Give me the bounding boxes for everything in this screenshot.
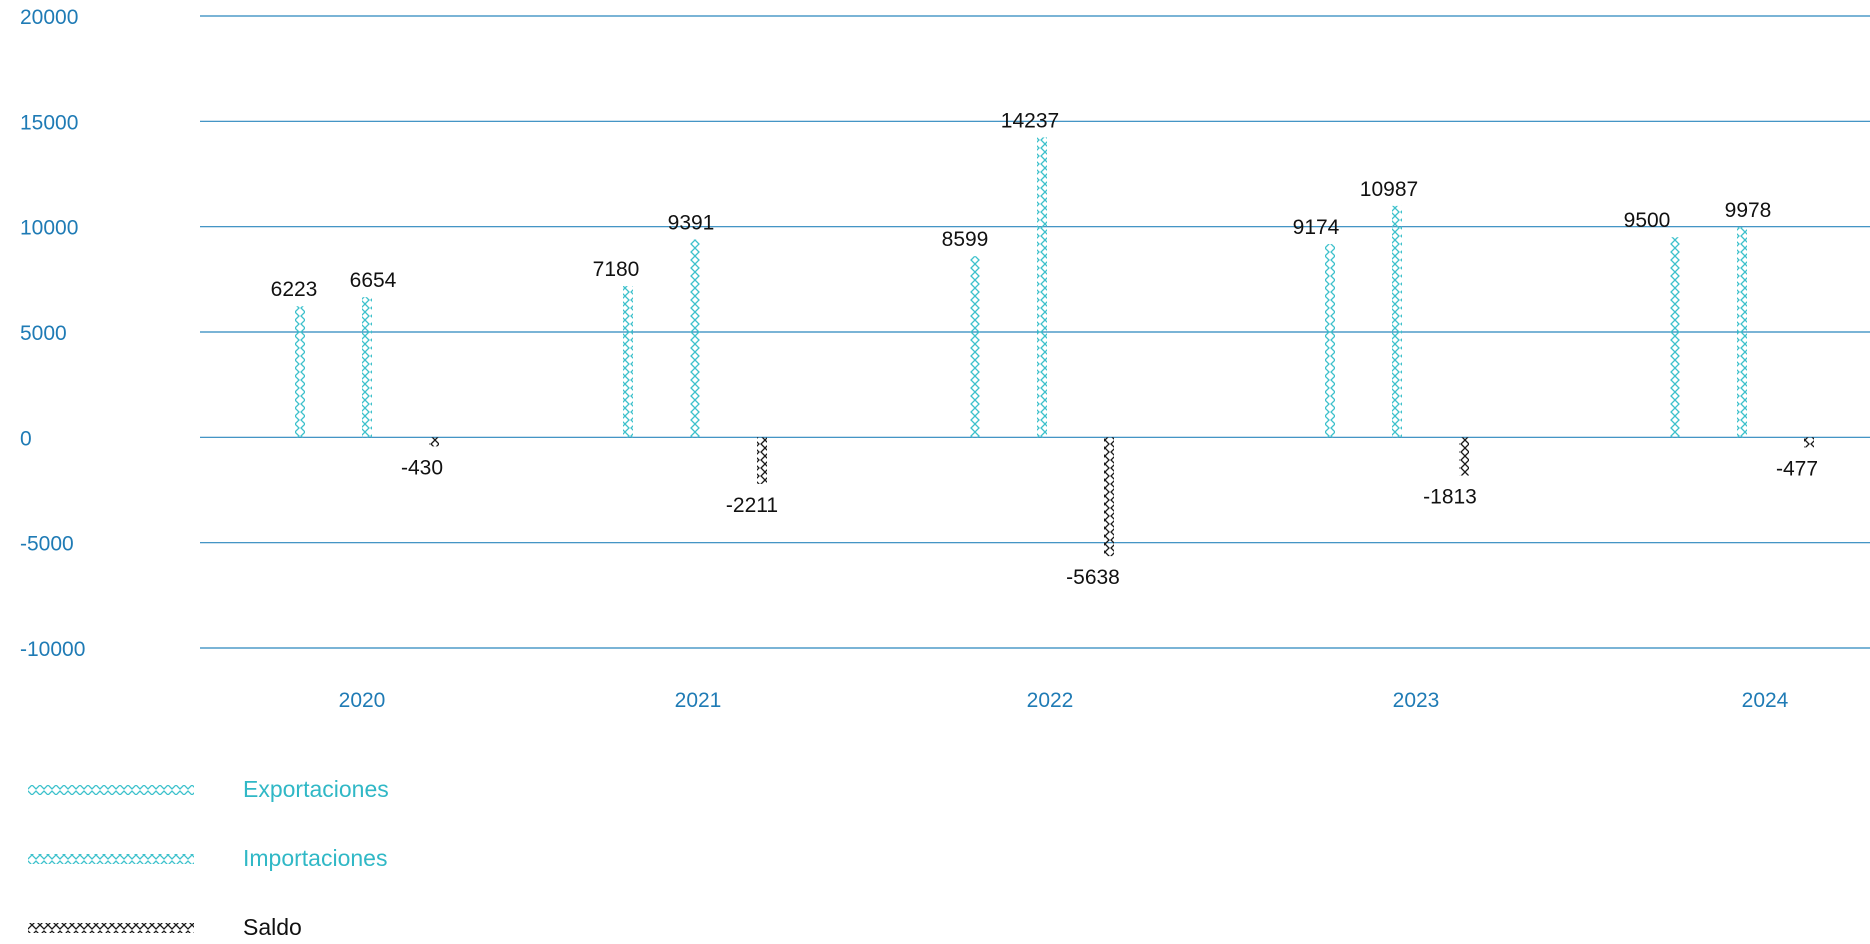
y-tick-label: -5000 [20, 533, 74, 556]
data-label: -2211 [726, 494, 778, 517]
bar-exportaciones [1325, 244, 1335, 438]
data-label: 10987 [1360, 178, 1418, 201]
bar-importaciones [1392, 205, 1402, 438]
y-tick-label: 15000 [20, 111, 78, 134]
data-label: -430 [401, 456, 443, 479]
y-tick-label: 5000 [20, 322, 67, 345]
data-label: 9391 [668, 211, 715, 234]
bar-exportaciones [970, 256, 980, 438]
gridlines [200, 15, 1870, 649]
data-label: 9174 [1293, 216, 1340, 239]
y-tick-label: -10000 [20, 638, 85, 661]
bar-exportaciones [1670, 237, 1680, 438]
bar-saldo [429, 437, 439, 447]
bar-saldo [1459, 437, 1469, 476]
data-label: -5638 [1066, 566, 1120, 589]
y-axis-ticks: 20000 15000 10000 5000 0 -5000 -10000 [20, 6, 85, 661]
legend-swatch-saldo [28, 923, 194, 933]
bar-exportaciones [295, 306, 305, 438]
x-tick-label: 2021 [675, 689, 722, 712]
y-tick-label: 20000 [20, 6, 78, 29]
data-label: 14237 [1001, 109, 1059, 132]
x-tick-label: 2023 [1393, 689, 1440, 712]
data-label: 7180 [593, 258, 640, 281]
bar-saldo [1104, 437, 1114, 557]
legend: Exportaciones Importaciones Saldo [28, 776, 389, 940]
x-tick-label: 2020 [339, 689, 386, 712]
bar-saldo [1804, 437, 1814, 448]
data-label: -477 [1776, 457, 1818, 480]
data-label: 8599 [942, 228, 989, 251]
bar-exportaciones [623, 286, 633, 438]
data-label: 9978 [1725, 199, 1772, 222]
legend-label: Exportaciones [243, 776, 389, 802]
x-tick-label: 2024 [1742, 689, 1789, 712]
y-tick-label: 10000 [20, 217, 78, 240]
bar-saldo [757, 437, 767, 484]
legend-swatch-importaciones [28, 854, 194, 864]
legend-label: Importaciones [243, 845, 387, 871]
x-axis-ticks: 2020 2021 2022 2023 2024 [339, 689, 1789, 712]
x-tick-label: 2022 [1027, 689, 1074, 712]
bar-importaciones [362, 297, 372, 438]
data-labels: 6223 6654 -430 7180 9391 -2211 8599 14237 -5638 9… [271, 109, 1818, 589]
data-label: 9500 [1624, 209, 1671, 232]
bar-importaciones [690, 239, 700, 438]
y-tick-label: 0 [20, 427, 32, 450]
data-label: 6223 [271, 278, 318, 301]
data-label: 6654 [350, 269, 397, 292]
legend-label: Saldo [243, 914, 302, 940]
data-label: -1813 [1423, 486, 1477, 509]
bar-importaciones [1037, 137, 1047, 438]
bars [295, 137, 1814, 557]
bar-importaciones [1737, 227, 1747, 438]
legend-swatch-exportaciones [28, 785, 194, 795]
